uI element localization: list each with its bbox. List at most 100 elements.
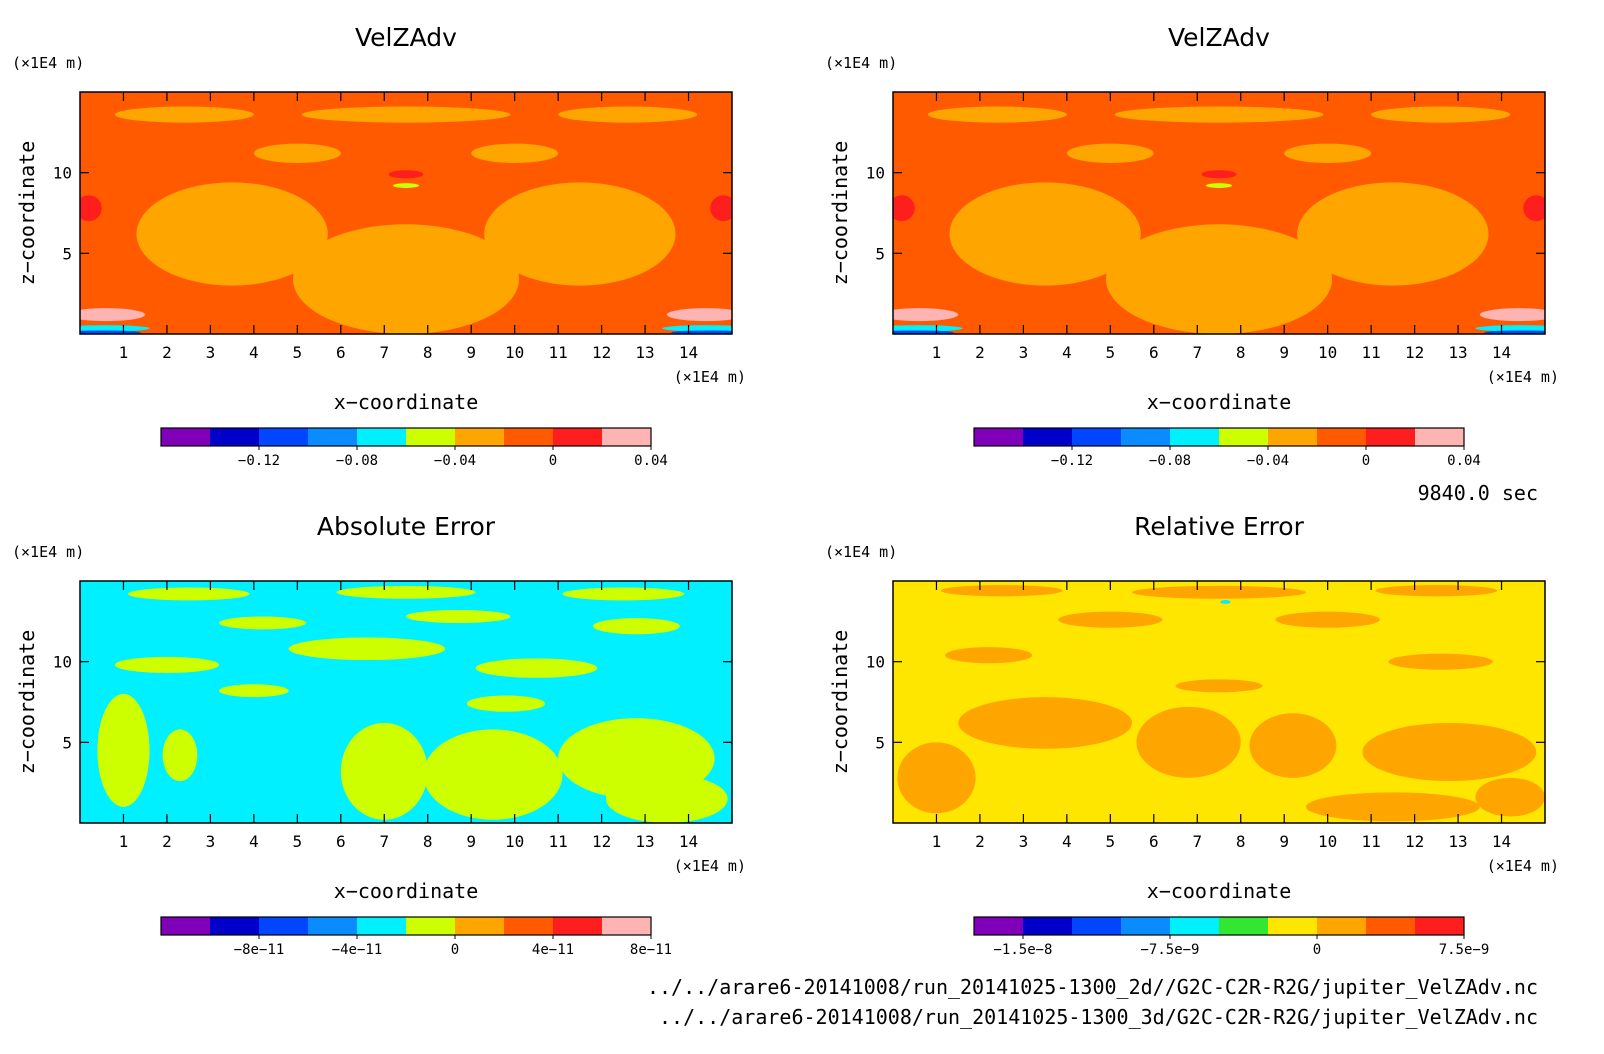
contour-region-4	[114, 106, 254, 123]
contour-region-1	[949, 182, 1141, 286]
contour-region-9	[114, 656, 220, 673]
colorbar-label: 0	[1362, 453, 1370, 469]
colorbar-swatch-10	[602, 917, 651, 935]
colorbar-swatch-6	[1219, 428, 1268, 446]
contour-region-7	[253, 143, 341, 163]
x-unit-label: (×1E4 m)	[1487, 368, 1559, 386]
contour-region-9	[1201, 170, 1237, 179]
colorbar-swatch-9	[553, 917, 602, 935]
x-tick-label: 9	[1279, 343, 1289, 362]
x-unit-label: (×1E4 m)	[1487, 857, 1559, 875]
contour-region-4	[927, 106, 1067, 123]
y-tick-label: 10	[866, 164, 885, 183]
colorbar-swatch-4	[1121, 428, 1170, 446]
y-axis-label: z−coordinate	[15, 630, 39, 775]
colorbar-swatch-8	[504, 428, 553, 446]
colorbar-label: 4e−11	[532, 942, 574, 958]
colorbar-label: 0	[1313, 942, 1321, 958]
x-tick-label: 11	[549, 343, 568, 362]
contour-region-15	[1375, 585, 1498, 597]
contour-region-5	[97, 693, 150, 807]
contour-region-14	[1479, 308, 1545, 322]
colorbar-swatch-9	[1366, 917, 1415, 935]
x-unit-label: (×1E4 m)	[674, 857, 746, 875]
x-tick-label: 11	[1362, 343, 1381, 362]
x-axis-label: x−coordinate	[1147, 879, 1292, 903]
x-tick-label: 7	[379, 343, 389, 362]
colorbar-swatch-5	[1170, 428, 1219, 446]
colorbar-frame	[160, 916, 652, 936]
chart-title: Relative Error	[1134, 512, 1304, 541]
contour-region-11	[1388, 653, 1493, 670]
x-unit-label: (×1E4 m)	[674, 368, 746, 386]
colorbar-label: −0.04	[1247, 453, 1289, 469]
contour-field	[80, 92, 732, 334]
x-tick-label: 7	[1192, 343, 1202, 362]
chart-title: VelZAdv	[355, 23, 457, 52]
colorbar-label: 8e−11	[630, 942, 672, 958]
contour-region-4	[605, 774, 728, 823]
x-tick-label: 6	[336, 343, 346, 362]
x-axis-label: x−coordinate	[334, 879, 479, 903]
y-tick-label: 10	[866, 653, 885, 672]
colorbar-label: −7.5e−9	[1140, 942, 1199, 958]
field-background	[893, 581, 1545, 823]
y-tick-label: 5	[62, 244, 72, 263]
colorbar-swatch-1	[161, 428, 210, 446]
contour-region-2	[1136, 706, 1241, 778]
x-tick-label: 7	[379, 832, 389, 851]
contour-region-17	[80, 330, 141, 334]
x-tick-label: 9	[466, 832, 476, 851]
contour-field	[893, 92, 1545, 334]
contour-region-6	[1475, 777, 1545, 817]
contour-region-16	[662, 325, 732, 332]
colorbar-frame	[973, 427, 1465, 447]
x-tick-label: 14	[679, 343, 698, 362]
y-tick-label: 10	[53, 164, 72, 183]
colorbar-swatch-7	[455, 917, 504, 935]
x-tick-label: 5	[1106, 343, 1116, 362]
contour-region-15	[893, 325, 963, 332]
contour-region-7	[288, 637, 446, 661]
chart-panel-3: Absolute Error(×1E4 m)1 2 3 4 5 6 7 8 9 10 11 12 13 1…	[12, 512, 746, 958]
x-tick-label: 8	[1236, 832, 1246, 851]
plot-frame	[892, 580, 1546, 824]
x-tick-label: 12	[1405, 343, 1424, 362]
contour-region-12	[1523, 195, 1545, 222]
colorbar-label: 0	[549, 453, 557, 469]
x-tick-label: 13	[635, 832, 654, 851]
contour-region-14	[666, 308, 732, 322]
contour-region-3	[1297, 182, 1489, 286]
y-tick-label: 5	[875, 733, 885, 752]
contour-region-13	[127, 587, 250, 601]
colorbar-swatch-9	[553, 428, 602, 446]
colorbar-label: 0	[451, 942, 459, 958]
colorbar-swatch-8	[1317, 917, 1366, 935]
y-unit-label: (×1E4 m)	[12, 543, 84, 561]
time-label: 9840.0 sec	[1418, 481, 1538, 505]
y-axis-label: z−coordinate	[15, 141, 39, 286]
colorbar-swatch-8	[1317, 428, 1366, 446]
contour-region-16	[466, 695, 546, 712]
x-tick-label: 11	[549, 832, 568, 851]
x-tick-label: 14	[1492, 832, 1511, 851]
x-tick-label: 12	[1405, 832, 1424, 851]
contour-region-1	[136, 182, 328, 286]
x-tick-label: 1	[932, 832, 942, 851]
contour-region-14	[940, 585, 1063, 597]
x-axis-label: x−coordinate	[334, 390, 479, 414]
chart-panel-4: Relative Error(×1E4 m)1 2 3 4 5 6 7 8 9 10 11 12 13 1…	[825, 512, 1559, 958]
colorbar-swatch-10	[1415, 428, 1464, 446]
x-tick-label: 2	[162, 832, 172, 851]
x-tick-label: 10	[1318, 832, 1337, 851]
x-tick-label: 2	[975, 343, 985, 362]
x-tick-label: 11	[1362, 832, 1381, 851]
colorbar-swatch-2	[210, 428, 259, 446]
contour-region-18	[671, 330, 732, 334]
colorbar-swatch-3	[259, 428, 308, 446]
chart-panel-2: VelZAdv(×1E4 m)1 2 3 4 5 6 7 8 9 10 11 12 13 14510(×1…	[825, 23, 1559, 469]
x-tick-label: 7	[1192, 832, 1202, 851]
colorbar-label: 0.04	[634, 453, 668, 469]
chart-panel-1: VelZAdv(×1E4 m)1 2 3 4 5 6 7 8 9 10 11 12 13 14510(×1…	[12, 23, 746, 469]
